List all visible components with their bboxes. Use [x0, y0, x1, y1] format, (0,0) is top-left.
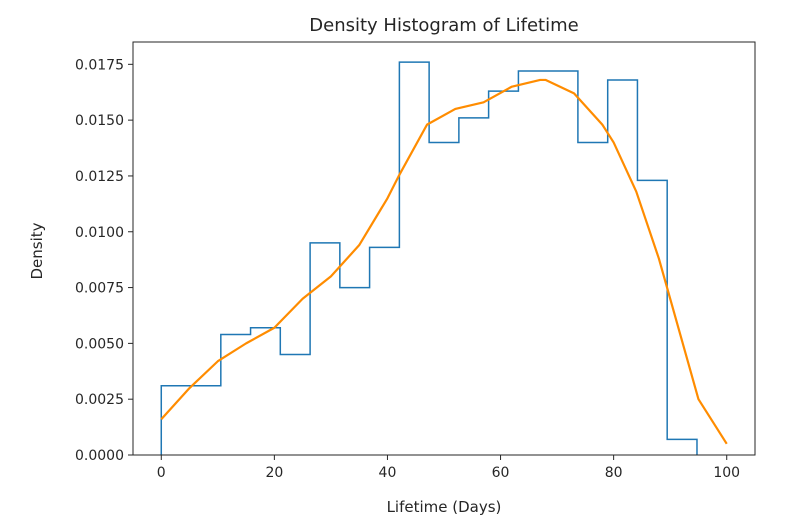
- y-tick-label: 0.0150: [75, 113, 124, 129]
- x-tick-label: 100: [713, 465, 740, 481]
- y-tick-label: 0.0175: [75, 57, 124, 73]
- y-tick-label: 0.0050: [75, 336, 124, 352]
- x-tick-label: 20: [265, 465, 283, 481]
- density-curve: [160, 78, 728, 445]
- plot-frame: [132, 41, 756, 456]
- plot-area: [160, 61, 728, 455]
- x-tick-label: 60: [492, 465, 510, 481]
- x-axis: 0 20 40 60 80 100: [157, 455, 740, 481]
- x-tick-label: 40: [379, 465, 397, 481]
- x-tick-label: 0: [157, 465, 166, 481]
- y-axis: 0.0000 0.0025 0.0050 0.0075 0.0100 0.0125 0.01…: [75, 57, 133, 464]
- y-tick-label: 0.0125: [75, 169, 124, 185]
- y-tick-label: 0.0100: [75, 225, 124, 241]
- y-tick-label: 0.0000: [75, 448, 124, 464]
- y-axis-title: Density: [28, 222, 46, 279]
- y-tick-label: 0.0025: [75, 392, 124, 408]
- x-axis-title: Lifetime (Days): [387, 498, 502, 516]
- y-tick-label: 0.0075: [75, 281, 124, 297]
- chart-title: Density Histogram of Lifetime: [309, 15, 578, 36]
- histogram-steps: [160, 61, 698, 455]
- x-tick-label: 80: [605, 465, 623, 481]
